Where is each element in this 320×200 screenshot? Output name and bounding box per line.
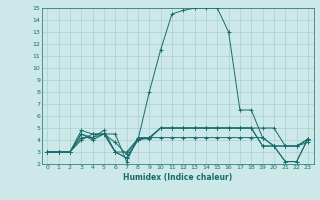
X-axis label: Humidex (Indice chaleur): Humidex (Indice chaleur) xyxy=(123,173,232,182)
